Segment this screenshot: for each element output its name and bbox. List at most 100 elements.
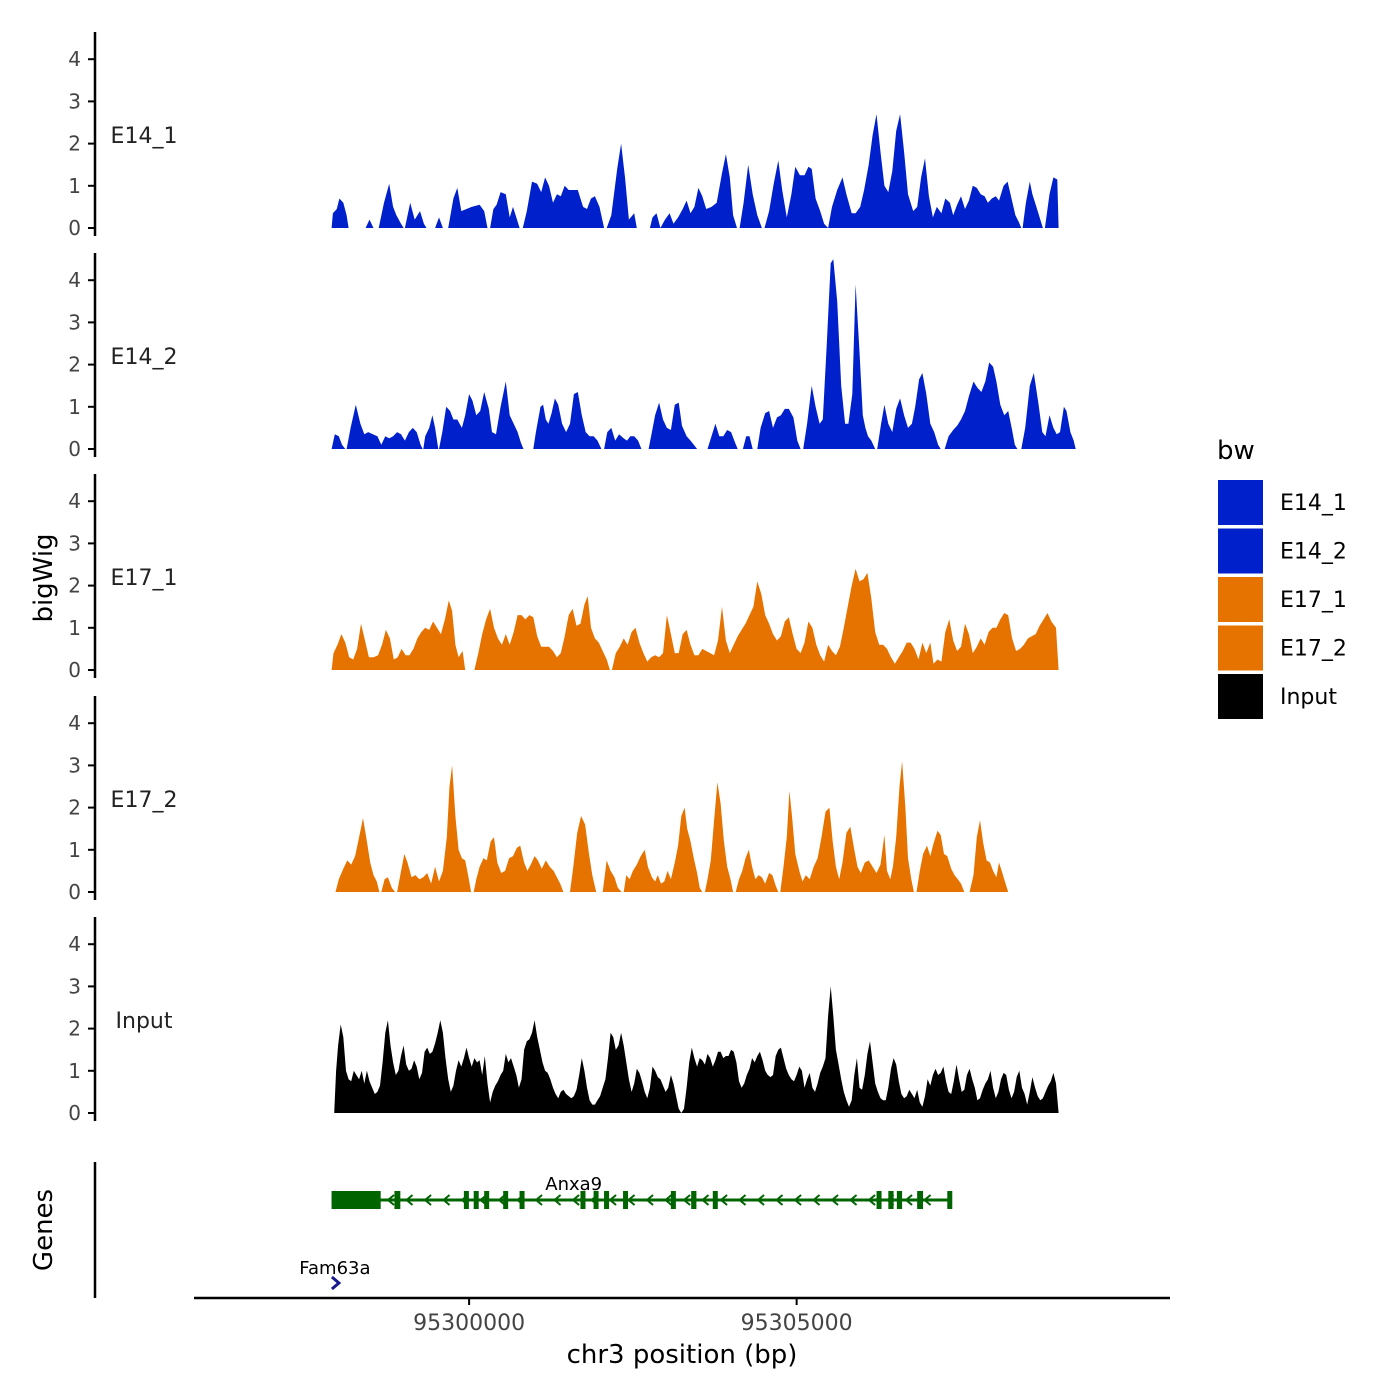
gene-exon (503, 1191, 509, 1209)
strand-arrow (848, 1194, 858, 1206)
gene-exon (712, 1191, 718, 1209)
legend-swatch-E17_1 (1218, 577, 1263, 622)
y-tick-label: 3 (68, 531, 81, 555)
y-tick-label: 1 (68, 616, 81, 640)
gene-exon (484, 1191, 490, 1209)
strand-arrow (571, 1194, 580, 1206)
track-Input: 0 1 2 3 4 Input (68, 917, 1059, 1125)
track-E17_2: 0 1 2 3 4 E17_2 (68, 696, 1011, 904)
gene-exon (670, 1191, 676, 1209)
y-tick-label: 2 (68, 574, 81, 598)
strand-arrow (682, 1194, 691, 1206)
x-axis: 95300000 95305000 (194, 1296, 1170, 1336)
track-E14_2: 0 1 2 3 4 E14_2 (68, 253, 1076, 461)
strand-arrow (756, 1194, 765, 1206)
y-tick-label: 0 (68, 437, 81, 461)
legend: bw E14_1 E14_2 E17_1 E17_2 Input (1217, 436, 1347, 719)
y-tick-label: 2 (68, 796, 81, 820)
gene-exon (463, 1191, 469, 1209)
legend-label: Input (1280, 685, 1337, 710)
strand-arrow (441, 1194, 451, 1206)
strand-arrow (700, 1194, 710, 1206)
legend-title: bw (1217, 436, 1255, 466)
y-tick-label: 4 (68, 47, 81, 71)
y-tick-label: 0 (68, 658, 81, 682)
legend-swatch-E17_2 (1218, 625, 1263, 671)
x-tick-label: 95305000 (741, 1311, 853, 1336)
strand-arrow (626, 1194, 636, 1206)
track-label: E17_1 (111, 566, 178, 591)
legend-swatch-E14_2 (1218, 528, 1263, 574)
strand-arrow (608, 1194, 617, 1206)
x-axis-title: chr3 position (bp) (567, 1340, 798, 1370)
strand-arrow (534, 1194, 543, 1206)
legend-label: E14_1 (1280, 491, 1347, 516)
gene-exon (888, 1191, 894, 1209)
gene-exon (473, 1191, 479, 1209)
track-label: E17_2 (111, 788, 178, 813)
strand-arrow (663, 1194, 673, 1206)
y-tick-label: 3 (68, 753, 81, 777)
gene-label: Anxa9 (545, 1174, 602, 1195)
strand-arrow (404, 1194, 414, 1206)
strand-arrow (645, 1194, 654, 1206)
strand-arrow (423, 1194, 432, 1206)
track-label: E14_1 (111, 124, 178, 149)
gene-exon (947, 1191, 953, 1209)
gene-exon (623, 1191, 629, 1209)
y-tick-label: 1 (68, 174, 81, 198)
strand-arrow (811, 1194, 821, 1206)
track-E17_1: 0 1 2 3 4 E17_1 (68, 474, 1059, 682)
gene-exon (519, 1191, 525, 1209)
strand-arrow (737, 1194, 747, 1206)
y-tick-label: 4 (68, 711, 81, 735)
gene-exon (876, 1191, 882, 1209)
strand-arrow (552, 1194, 562, 1206)
gene-marks: Anxa9 Fam63a (299, 1174, 953, 1291)
gene-Anxa9: Anxa9 (331, 1174, 953, 1209)
strand-arrow (774, 1194, 784, 1206)
gene-exon (896, 1191, 903, 1209)
strand-arrow (867, 1194, 876, 1206)
y-tick-label: 1 (68, 838, 81, 862)
y-tick-label: 2 (68, 132, 81, 156)
track-E14_1: 0 1 2 3 4 E14_1 (68, 32, 1059, 240)
genes-panel: Anxa9 Fam63a (93, 1162, 953, 1298)
gene-exon (580, 1191, 586, 1209)
strand-arrow (497, 1194, 506, 1206)
legend-swatch-E14_1 (1218, 480, 1263, 525)
coverage-area-E17_1 (331, 568, 1059, 670)
x-tick-label: 95300000 (413, 1311, 525, 1336)
legend-label: E17_1 (1280, 588, 1347, 613)
gene-exon (604, 1191, 610, 1209)
coverage-area-E17_2 (335, 761, 1011, 892)
y-tick-label: 3 (68, 974, 81, 998)
y-tick-label: 0 (68, 1101, 81, 1125)
gene-exon (394, 1191, 401, 1209)
track-label: Input (116, 1009, 173, 1034)
y-tick-label: 4 (68, 932, 81, 956)
y-tick-label: 3 (68, 89, 81, 113)
track-label: E14_2 (111, 345, 178, 370)
strand-arrow (830, 1194, 839, 1206)
y-tick-label: 1 (68, 395, 81, 419)
y-axis-title: bigWig (29, 533, 59, 622)
gene-exon (331, 1191, 381, 1209)
strand-arrow (719, 1194, 728, 1206)
strand-arrow (386, 1194, 395, 1206)
y-tick-label: 3 (68, 310, 81, 334)
y-tick-label: 2 (68, 1017, 81, 1041)
coverage-area-Input (334, 986, 1059, 1113)
legend-label: E17_2 (1280, 637, 1347, 662)
gene-label: Fam63a (299, 1258, 370, 1279)
strand-arrow (793, 1194, 802, 1206)
track-panels: 0 1 2 3 4 E14_1 0 1 2 3 4 E14_2 0 1 2 3 4 E17_1 0 1 2 3 4 E17_2… (68, 32, 1076, 1125)
gene-exon (691, 1191, 697, 1209)
y-tick-label: 4 (68, 268, 81, 292)
legend-label: E14_2 (1280, 540, 1347, 565)
gene-exon (917, 1191, 924, 1209)
strand-arrow (330, 1275, 342, 1291)
genes-axis-title: Genes (29, 1189, 59, 1271)
gene-exon (593, 1191, 599, 1209)
